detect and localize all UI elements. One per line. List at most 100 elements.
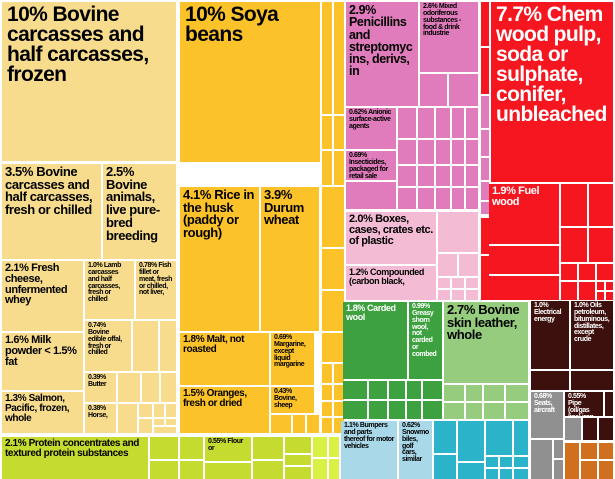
treemap-cell[interactable]: 1.0% Electrical energy — [531, 301, 569, 369]
treemap-filler-cell[interactable] — [514, 469, 528, 479]
treemap-filler-cell[interactable] — [599, 461, 613, 479]
treemap-filler-cell[interactable] — [150, 461, 178, 479]
treemap-filler-cell[interactable] — [597, 264, 613, 280]
treemap-filler-cell[interactable] — [481, 202, 489, 214]
treemap-filler-cell[interactable] — [484, 385, 504, 401]
treemap-filler-cell[interactable] — [398, 188, 416, 209]
treemap-filler-cell[interactable] — [444, 403, 464, 419]
treemap-filler-cell[interactable] — [418, 140, 434, 164]
treemap-cell[interactable]: 2.9% Penicillins and streptomycins, deri… — [346, 2, 418, 106]
treemap-filler-cell[interactable] — [561, 184, 587, 226]
treemap-filler-cell[interactable] — [160, 321, 176, 371]
treemap-filler-cell[interactable] — [398, 166, 416, 186]
treemap-filler-cell[interactable] — [466, 188, 478, 209]
treemap-filler-cell[interactable] — [571, 371, 613, 390]
treemap-filler-cell[interactable] — [418, 188, 434, 209]
treemap-cell[interactable]: 1.6% Milk powder < 1.5% fat — [2, 333, 83, 390]
treemap-filler-cell[interactable] — [253, 461, 283, 479]
treemap-filler-cell[interactable] — [322, 187, 344, 247]
treemap-cell[interactable]: 10% Soya beans — [180, 2, 320, 162]
treemap-filler-cell[interactable] — [343, 381, 367, 399]
treemap-filler-cell[interactable] — [438, 212, 478, 252]
treemap-cell[interactable]: 1.8% Malt, not roasted — [180, 333, 269, 385]
treemap-filler-cell[interactable] — [154, 427, 176, 433]
treemap-filler-cell[interactable] — [481, 158, 489, 180]
treemap-filler-cell[interactable] — [322, 249, 344, 289]
treemap-filler-cell[interactable] — [118, 404, 137, 433]
treemap-filler-cell[interactable] — [484, 403, 504, 419]
treemap-cell[interactable]: 0.69% Margarine, except liquid margarine — [271, 333, 314, 385]
treemap-filler-cell[interactable] — [458, 463, 484, 479]
treemap-filler-cell[interactable] — [161, 373, 176, 402]
treemap-filler-cell[interactable] — [285, 467, 311, 479]
treemap-filler-cell[interactable] — [398, 140, 416, 164]
treemap-filler-cell[interactable] — [329, 437, 339, 457]
treemap-filler-cell[interactable] — [407, 381, 421, 399]
treemap-cell[interactable]: 0.74% Bovine edible offal, fresh or chil… — [85, 321, 131, 371]
treemap-filler-cell[interactable] — [597, 282, 604, 290]
treemap-filler-cell[interactable] — [565, 418, 581, 440]
treemap-filler-cell[interactable] — [271, 415, 291, 433]
treemap-cell[interactable]: 1.3% Salmon, Pacific, frozen, whole — [2, 392, 83, 433]
treemap-filler-cell[interactable] — [481, 48, 489, 94]
treemap-filler-cell[interactable] — [466, 290, 478, 300]
treemap-filler-cell[interactable] — [322, 402, 332, 416]
treemap-filler-cell[interactable] — [481, 218, 489, 254]
treemap-filler-cell[interactable] — [599, 443, 613, 459]
treemap-filler-cell[interactable] — [597, 292, 604, 300]
treemap-filler-cell[interactable] — [253, 437, 283, 459]
treemap-filler-cell[interactable] — [606, 282, 613, 290]
treemap-filler-cell[interactable] — [489, 246, 559, 274]
treemap-filler-cell[interactable] — [307, 415, 319, 433]
treemap-filler-cell[interactable] — [459, 254, 478, 276]
treemap-filler-cell[interactable] — [589, 228, 613, 262]
treemap-filler-cell[interactable] — [514, 457, 528, 467]
treemap-filler-cell[interactable] — [329, 459, 339, 479]
treemap-filler-cell[interactable] — [481, 130, 489, 156]
treemap-cell[interactable]: 3.9% Durum wheat — [261, 187, 319, 331]
treemap-filler-cell[interactable] — [343, 401, 367, 419]
treemap-filler-cell[interactable] — [481, 182, 489, 200]
treemap-filler-cell[interactable] — [606, 292, 613, 300]
treemap-filler-cell[interactable] — [118, 373, 140, 402]
treemap-filler-cell[interactable] — [180, 461, 203, 479]
treemap-filler-cell[interactable] — [452, 166, 464, 186]
treemap-filler-cell[interactable] — [481, 256, 489, 300]
treemap-filler-cell[interactable] — [486, 421, 512, 455]
treemap-cell[interactable]: 0.78% Fish fillet or meat, fresh or chil… — [136, 261, 176, 319]
treemap-filler-cell[interactable] — [434, 455, 456, 479]
treemap-filler-cell[interactable] — [481, 2, 489, 46]
treemap-filler-cell[interactable] — [436, 188, 450, 209]
treemap-filler-cell[interactable] — [150, 437, 178, 459]
treemap-filler-cell[interactable] — [322, 364, 332, 383]
treemap-filler-cell[interactable] — [466, 108, 478, 138]
treemap-filler-cell[interactable] — [420, 74, 447, 106]
treemap-filler-cell[interactable] — [133, 321, 158, 371]
treemap-filler-cell[interactable] — [139, 419, 152, 433]
treemap-filler-cell[interactable] — [486, 469, 498, 479]
treemap-filler-cell[interactable] — [313, 437, 327, 457]
treemap-filler-cell[interactable] — [605, 392, 613, 416]
treemap-cell[interactable]: 0.43% Bovine, sheep — [271, 387, 314, 413]
treemap-filler-cell[interactable] — [334, 364, 344, 383]
treemap-filler-cell[interactable] — [334, 418, 344, 433]
treemap-filler-cell[interactable] — [583, 418, 597, 440]
treemap-filler-cell[interactable] — [581, 461, 597, 479]
treemap-filler-cell[interactable] — [418, 108, 434, 138]
treemap-cell[interactable]: 7.7% Chem wood pulp, soda or sulphate, c… — [491, 2, 613, 182]
treemap-filler-cell[interactable] — [506, 403, 528, 419]
treemap-cell[interactable]: 2.7% Bovine skin leather, whole — [444, 302, 528, 383]
treemap-cell[interactable]: 1.5% Oranges, fresh or dried — [180, 387, 269, 433]
treemap-filler-cell[interactable] — [154, 404, 164, 417]
treemap-filler-cell[interactable] — [334, 151, 344, 185]
treemap-filler-cell[interactable] — [554, 440, 563, 458]
treemap-filler-cell[interactable] — [506, 385, 528, 401]
treemap-filler-cell[interactable] — [418, 166, 434, 186]
treemap-filler-cell[interactable] — [398, 108, 416, 138]
treemap-filler-cell[interactable] — [334, 402, 344, 416]
treemap-cell[interactable]: 0.38% Horse, — [85, 404, 116, 433]
treemap-cell[interactable]: 1.1% Bumpers and parts thereof for motor… — [341, 421, 397, 479]
treemap-filler-cell[interactable] — [436, 166, 450, 186]
treemap-filler-cell[interactable] — [322, 385, 332, 400]
treemap-filler-cell[interactable] — [334, 2, 344, 114]
